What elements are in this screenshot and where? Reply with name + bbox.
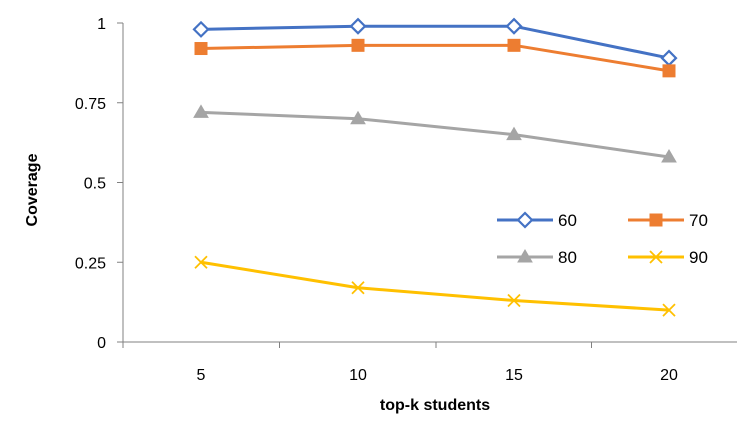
- legend-marker: [517, 249, 533, 263]
- data-point: [193, 104, 209, 118]
- legend-label: 80: [558, 248, 577, 267]
- legend-entry-90: 90: [628, 248, 708, 267]
- y-tick-label: 0.25: [75, 255, 106, 272]
- data-point: [505, 17, 523, 35]
- y-tick-label: 1: [97, 16, 106, 33]
- data-point: [506, 126, 522, 141]
- legend-entry-60: 60: [497, 211, 577, 230]
- data-point: [661, 148, 677, 163]
- data-point: [507, 293, 521, 308]
- x-tick-label: 20: [660, 367, 678, 384]
- data-point: [349, 17, 367, 35]
- axes: [117, 22, 737, 348]
- legend-marker: [649, 213, 663, 227]
- y-tick-label: 0: [97, 335, 106, 352]
- legend-label: 60: [558, 211, 577, 230]
- y-tick-label: 0.75: [75, 96, 106, 113]
- x-axis-title: top-k students: [380, 397, 490, 414]
- data-point: [662, 303, 676, 317]
- series-line: [200, 24, 670, 60]
- x-tick-label: 15: [505, 367, 523, 384]
- y-axis-title: Coverage: [24, 153, 41, 226]
- data-point: [350, 110, 366, 125]
- data-point: [662, 64, 676, 78]
- legend-entry-70: 70: [628, 211, 708, 230]
- legend-marker: [516, 211, 534, 229]
- series-90: [194, 255, 676, 317]
- series-line: [200, 43, 670, 73]
- series-line: [200, 260, 670, 312]
- data-point: [507, 38, 521, 52]
- x-tick-label: 10: [349, 367, 367, 384]
- data-point: [194, 42, 208, 56]
- x-tick-label: 5: [197, 367, 206, 384]
- data-point: [660, 49, 678, 67]
- y-tick-labels: 0 0.25 0.5 0.75 1: [75, 16, 106, 352]
- series-80: [193, 104, 677, 163]
- series-60: [192, 17, 678, 67]
- series-70: [194, 38, 676, 78]
- legend-label: 90: [689, 248, 708, 267]
- series-line: [200, 110, 670, 159]
- legend-marker: [649, 250, 663, 264]
- legend-label: 70: [689, 211, 708, 230]
- series-group: [192, 17, 678, 317]
- x-tick-labels: 5 10 15 20: [197, 367, 678, 384]
- data-point: [192, 20, 210, 38]
- legend: 60 70 80 90: [497, 211, 708, 267]
- data-point: [194, 255, 208, 269]
- data-point: [351, 38, 365, 52]
- legend-entry-80: 80: [497, 248, 577, 267]
- y-tick-label: 0.5: [84, 176, 106, 193]
- data-point: [351, 281, 365, 295]
